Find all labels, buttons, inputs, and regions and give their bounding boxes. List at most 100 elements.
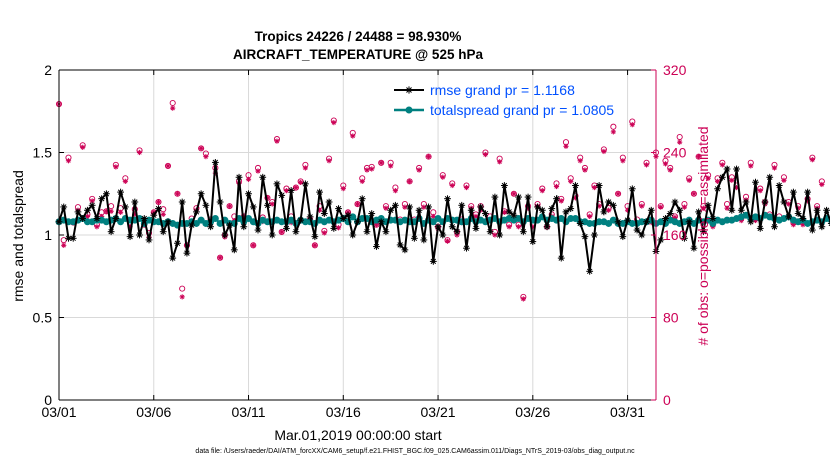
rmse-marker-dot — [711, 217, 714, 220]
legend-totalspread-marker — [406, 107, 413, 114]
y-axis-label-left: rmse and totalspread — [10, 170, 26, 302]
obs-assimilated-marker — [199, 146, 204, 151]
rmse-marker-dot — [72, 237, 75, 240]
rmse-marker-dot — [275, 182, 278, 185]
rmse-marker-dot — [389, 209, 392, 212]
rmse-marker-dot — [825, 209, 828, 212]
rmse-marker-dot — [583, 235, 586, 238]
rmse-marker-dot — [110, 230, 113, 233]
rmse-marker-dot — [422, 238, 425, 241]
rmse-marker-dot — [313, 235, 316, 238]
rmse-marker-dot — [508, 210, 511, 213]
rmse-marker-dot — [550, 207, 553, 210]
obs-assimilated-marker — [601, 149, 606, 154]
y-left-tick-label: 1.5 — [33, 145, 53, 161]
rmse-marker-dot — [290, 189, 293, 192]
rmse-marker-dot — [209, 225, 212, 228]
obs-assimilated-marker — [336, 225, 341, 230]
legend-totalspread-label: totalspread grand pr = 1.0805 — [430, 102, 614, 118]
rmse-marker-dot — [214, 161, 217, 164]
obs-assimilated-marker — [611, 129, 616, 134]
obs-assimilated-marker — [355, 201, 360, 206]
rmse-marker-dot — [569, 207, 572, 210]
rmse-marker-dot — [612, 204, 615, 207]
obs-assimilated-marker — [630, 122, 635, 127]
rmse-marker-dot — [621, 235, 624, 238]
rmse-marker-dot — [114, 217, 117, 220]
rmse-marker-dot — [200, 192, 203, 195]
obs-assimilated-marker — [540, 188, 545, 193]
rmse-marker-dot — [640, 233, 643, 236]
rmse-marker-dot — [399, 243, 402, 246]
obs-assimilated-marker — [274, 139, 279, 144]
obs-assimilated-marker — [563, 144, 568, 149]
y-left-tick-label: 2 — [44, 62, 52, 78]
rmse-marker-dot — [408, 205, 411, 208]
obs-assimilated-marker — [663, 161, 668, 166]
rmse-marker-dot — [436, 225, 439, 228]
rmse-marker-dot — [773, 225, 776, 228]
rmse-marker-dot — [190, 224, 193, 227]
obs-assimilated-marker — [615, 191, 620, 196]
obs-assimilated-marker — [279, 229, 284, 234]
obs-assimilated-marker — [416, 167, 421, 172]
rmse-marker-dot — [531, 240, 534, 243]
obs-assimilated-marker — [729, 178, 734, 183]
y-right-tick-label: 160 — [663, 227, 687, 243]
obs-assimilated-marker — [170, 106, 175, 111]
obs-assimilated-marker — [568, 179, 573, 184]
rmse-marker-dot — [664, 217, 667, 220]
obs-possible-marker — [677, 134, 682, 139]
rmse-marker-dot — [195, 210, 198, 213]
rmse-marker-dot — [228, 224, 231, 227]
obs-assimilated-marker — [810, 157, 815, 162]
rmse-marker-dot — [522, 230, 525, 233]
obs-assimilated-marker — [483, 152, 488, 157]
rmse-marker-dot — [252, 205, 255, 208]
rmse-marker-dot — [327, 200, 330, 203]
rmse-marker-dot — [607, 200, 610, 203]
rmse-marker-dot — [688, 220, 691, 223]
rmse-marker-dot — [143, 217, 146, 220]
rmse-marker-dot — [536, 205, 539, 208]
rmse-marker-dot — [801, 217, 804, 220]
rmse-marker-dot — [152, 214, 155, 217]
obs-assimilated-marker — [255, 168, 260, 173]
rmse-marker-dot — [470, 209, 473, 212]
rmse-marker-dot — [797, 212, 800, 215]
x-tick-label: 03/06 — [136, 404, 171, 420]
rmse-marker-dot — [380, 220, 383, 223]
rmse-marker-dot — [493, 195, 496, 198]
obs-assimilated-marker — [587, 214, 592, 219]
rmse-marker-dot — [62, 205, 65, 208]
rmse-marker-dot — [782, 200, 785, 203]
rmse-marker-dot — [351, 233, 354, 236]
rmse-marker-dot — [555, 197, 558, 200]
rmse-marker-dot — [631, 187, 634, 190]
rmse-marker-dot — [147, 238, 150, 241]
rmse-marker-dot — [545, 225, 548, 228]
obs-assimilated-marker — [687, 178, 692, 183]
obs-assimilated-marker — [668, 167, 673, 172]
rmse-marker-dot — [645, 220, 648, 223]
rmse-marker-dot — [446, 197, 449, 200]
obs-assimilated-marker — [682, 205, 687, 210]
rmse-marker-dot — [754, 181, 757, 184]
rmse-marker-dot — [67, 237, 70, 240]
obs-assimilated-marker — [758, 188, 763, 193]
obs-assimilated-marker — [781, 178, 786, 183]
rmse-marker-dot — [730, 209, 733, 212]
rmse-marker-dot — [76, 210, 79, 213]
rmse-marker-dot — [593, 233, 596, 236]
rmse-marker-dot — [650, 209, 653, 212]
obs-assimilated-marker — [578, 158, 583, 163]
rmse-marker-dot — [716, 187, 719, 190]
rmse-marker-dot — [91, 204, 94, 207]
rmse-marker-dot — [602, 210, 605, 213]
rmse-marker-dot — [626, 219, 629, 222]
rmse-marker-dot — [181, 200, 184, 203]
obs-assimilated-marker — [61, 243, 66, 248]
rmse-marker-dot — [815, 209, 818, 212]
rmse-marker-dot — [304, 182, 307, 185]
